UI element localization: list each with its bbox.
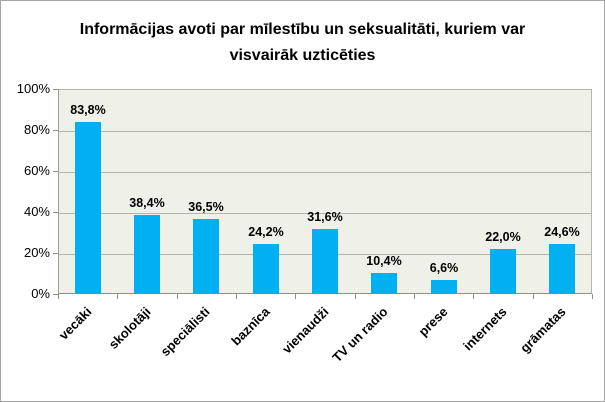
bar [490,249,516,294]
y-tick-label: 80% [23,122,50,137]
gridline [59,172,591,173]
x-tick-mark [236,294,237,299]
y-tick-mark [53,130,58,131]
chart-title: Informācijas avoti par mīlestību un seks… [79,21,526,64]
bar-value-label: 22,0% [485,230,521,244]
bar [253,244,279,294]
x-tick-mark [58,294,59,299]
bar-value-label: 83,8% [70,103,106,117]
gridline [59,213,591,214]
bar [549,244,575,294]
x-tick-mark [177,294,178,299]
x-tick-mark [414,294,415,299]
bar [431,280,457,294]
bar-value-label: 24,6% [544,225,580,239]
y-tick-mark [53,294,58,295]
bar [75,122,101,294]
bar [134,215,160,294]
bar-value-label: 38,4% [129,196,165,210]
y-tick-label: 40% [23,204,50,219]
bar-value-label: 31,6% [307,210,343,224]
y-tick-label: 0% [31,286,50,301]
bar-value-label: 10,4% [366,254,402,268]
x-tick-mark [355,294,356,299]
bar [193,219,219,294]
y-tick-label: 100% [16,81,50,96]
x-tick-mark [533,294,534,299]
y-tick-mark [53,171,58,172]
bar-value-label: 36,5% [188,200,224,214]
bar-value-label: 24,2% [248,225,284,239]
x-tick-mark [295,294,296,299]
y-tick-label: 20% [23,245,50,260]
bar [371,273,397,294]
x-tick-mark [592,294,593,299]
x-tick-mark [473,294,474,299]
y-tick-mark [53,212,58,213]
gridline [59,131,591,132]
y-tick-mark [53,89,58,90]
bar-value-label: 6,6% [429,261,459,275]
bar [312,229,338,294]
y-tick-mark [53,253,58,254]
x-tick-mark [117,294,118,299]
y-tick-label: 60% [23,163,50,178]
